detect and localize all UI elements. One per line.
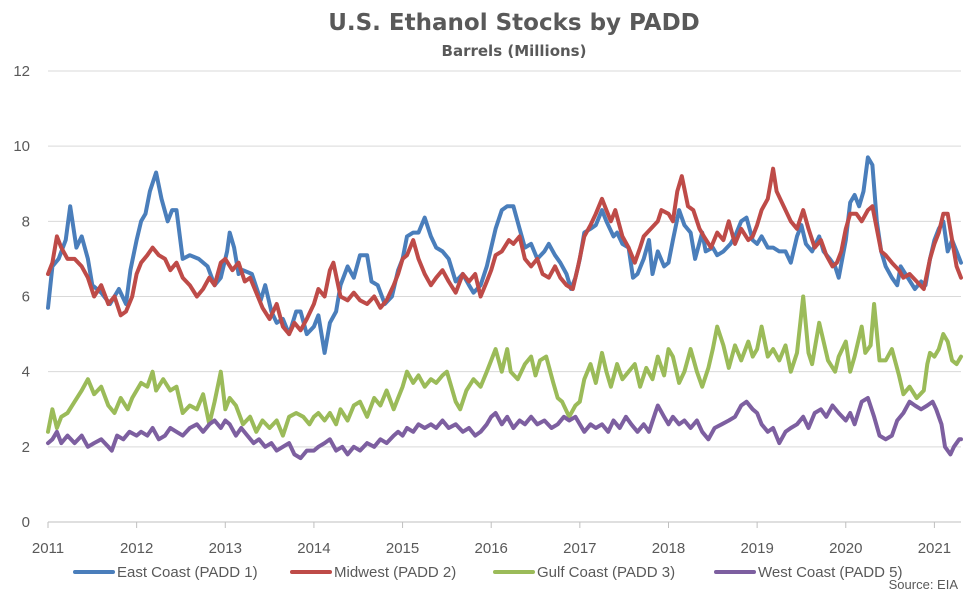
legend-label: West Coast (PADD 5) — [758, 564, 902, 581]
legend-item: Midwest (PADD 2) — [290, 564, 456, 581]
x-tick-label: 2012 — [120, 540, 153, 557]
chart-title: U.S. Ethanol Stocks by PADD — [328, 10, 700, 36]
x-tick-label: 2013 — [209, 540, 242, 557]
x-tick-label: 2011 — [32, 540, 64, 557]
x-tick-label: 2018 — [652, 540, 685, 557]
legend: East Coast (PADD 1) Midwest (PADD 2) Gulf … — [73, 564, 902, 581]
x-tick-label: 2017 — [563, 540, 596, 557]
legend-item: West Coast (PADD 5) — [714, 564, 902, 581]
legend-label: Midwest (PADD 2) — [334, 564, 456, 581]
x-tick-label: 2016 — [475, 540, 508, 557]
legend-label: Gulf Coast (PADD 3) — [537, 564, 675, 581]
gridlines — [48, 70, 961, 523]
y-axis-ticks: 0 2 4 6 8 10 12 — [13, 63, 30, 531]
legend-label: East Coast (PADD 1) — [117, 564, 258, 581]
source-note: Source: EIA — [889, 577, 959, 592]
y-tick-label: 0 — [22, 514, 30, 531]
x-axis-ticks: 2011 2012 2013 2014 2015 2016 2017 2018 2019 2020… — [32, 522, 951, 557]
series-line-1 — [46, 155, 963, 355]
y-tick-label: 10 — [13, 138, 30, 155]
series-line-2 — [46, 166, 963, 337]
legend-item: East Coast (PADD 1) — [73, 564, 258, 581]
y-tick-label: 8 — [22, 213, 30, 230]
x-tick-label: 2014 — [297, 540, 330, 557]
y-tick-label: 6 — [22, 289, 30, 306]
y-tick-label: 4 — [22, 364, 30, 381]
x-tick-label: 2015 — [386, 540, 419, 557]
y-tick-label: 12 — [13, 63, 30, 80]
x-tick-label: 2019 — [740, 540, 773, 557]
series-lines — [46, 155, 963, 461]
x-tick-label: 2021 — [918, 540, 951, 557]
y-tick-label: 2 — [22, 439, 30, 456]
legend-item: Gulf Coast (PADD 3) — [493, 564, 675, 581]
series-line-4 — [46, 396, 963, 461]
x-tick-label: 2020 — [829, 540, 862, 557]
chart-subtitle: Barrels (Millions) — [442, 42, 587, 60]
